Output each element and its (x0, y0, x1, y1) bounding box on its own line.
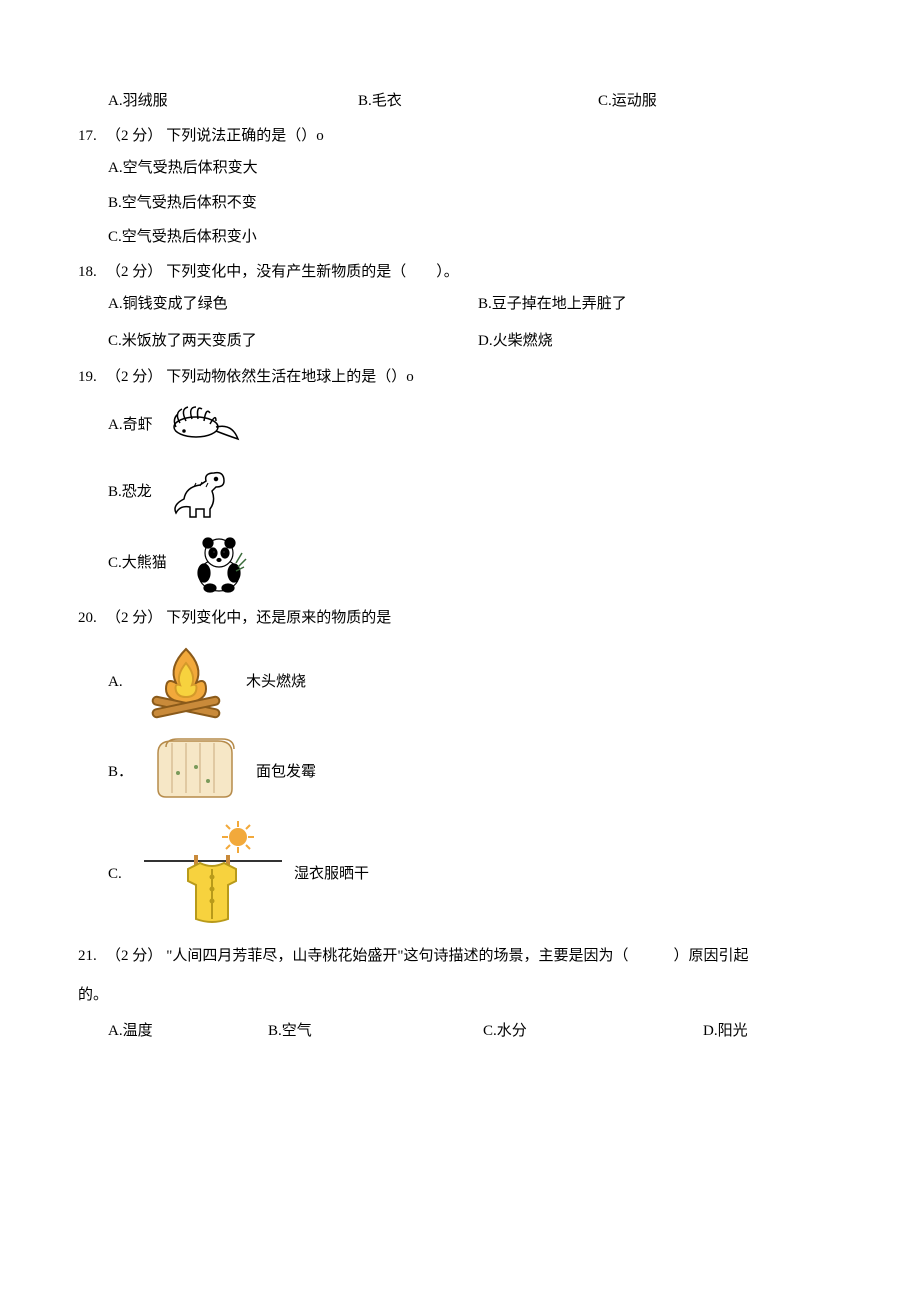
q21-option-a[interactable]: A.温度 (108, 1020, 268, 1043)
q20-option-a-letter: A. (108, 671, 138, 694)
q17-stem: 17. （2 分） 下列说法正确的是（）o (78, 125, 842, 148)
q20-option-a-label: 木头燃烧 (246, 671, 306, 694)
q21-stem: 21. （2 分） "人间四月芳菲尽，山寺桃花始盛开"这句诗描述的场景，主要是因… (78, 945, 842, 968)
dinosaur-icon (166, 461, 240, 525)
q18-number: 18. (78, 261, 106, 284)
q17-text: 下列说法正确的是（）o (166, 125, 324, 148)
q19-option-c[interactable]: C.大熊猫 (78, 533, 842, 595)
q16-options: A.羽绒服 B.毛衣 C.运动服 (78, 90, 842, 113)
q21-points: （2 分） (106, 945, 162, 968)
q20-option-b-letter: B． (108, 761, 138, 784)
q19-option-b[interactable]: B.恐龙 (78, 461, 842, 525)
q16-option-c[interactable]: C.运动服 (598, 90, 657, 113)
q20-option-b[interactable]: B． 面包发霉 (78, 733, 842, 811)
q20-points: （2 分） (106, 607, 162, 630)
q19-stem: 19. （2 分） 下列动物依然生活在地球上的是（）o (78, 366, 842, 389)
q16-option-b[interactable]: B.毛衣 (358, 90, 598, 113)
q21-text-1: "人间四月芳菲尽，山寺桃花始盛开"这句诗描述的场景，主要是因为（ ）原因引起 (166, 945, 748, 968)
q19-option-c-label: C.大熊猫 (108, 552, 186, 575)
q20-option-a[interactable]: A. 木头燃烧 (78, 639, 842, 725)
q21-options: A.温度 B.空气 C.水分 D.阳光 (78, 1020, 842, 1043)
q19-text: 下列动物依然生活在地球上的是（）o (166, 366, 414, 389)
q21-option-b[interactable]: B.空气 (268, 1020, 483, 1043)
q18-option-d[interactable]: D.火柴燃烧 (478, 330, 553, 353)
campfire-icon (138, 639, 234, 725)
q17-number: 17. (78, 125, 106, 148)
q19-number: 19. (78, 366, 106, 389)
q18-option-b[interactable]: B.豆子掉在地上弄脏了 (478, 293, 627, 316)
q17-option-a[interactable]: A.空气受热后体积变大 (78, 157, 842, 180)
q18-text: 下列变化中，没有产生新物质的是（ ）。 (166, 261, 459, 284)
q16-option-a[interactable]: A.羽绒服 (108, 90, 358, 113)
q19-option-b-label: B.恐龙 (108, 481, 166, 504)
q21-option-d[interactable]: D.阳光 (703, 1020, 748, 1043)
q21-option-c[interactable]: C.水分 (483, 1020, 703, 1043)
q20-option-c-letter: C. (108, 863, 138, 886)
q17-option-b[interactable]: B.空气受热后体积不变 (78, 192, 842, 215)
q18-points: （2 分） (106, 261, 162, 284)
anomalocaris-fossil-icon (166, 399, 244, 453)
q20-option-b-label: 面包发霉 (256, 761, 316, 784)
q20-text: 下列变化中，还是原来的物质的是 (166, 607, 391, 630)
q19-option-a[interactable]: A.奇虾 (78, 399, 842, 453)
q18-option-a[interactable]: A.铜钱变成了绿色 (108, 293, 478, 316)
drying-shirt-icon (138, 819, 288, 929)
q20-option-c-label: 湿衣服晒干 (294, 863, 369, 886)
panda-icon (186, 533, 252, 595)
bread-mold-icon (138, 733, 248, 811)
q20-number: 20. (78, 607, 106, 630)
q17-points: （2 分） (106, 125, 162, 148)
q18-option-c[interactable]: C.米饭放了两天变质了 (108, 330, 478, 353)
q20-option-c[interactable]: C. (78, 819, 842, 929)
q18-stem: 18. （2 分） 下列变化中，没有产生新物质的是（ ）。 (78, 261, 842, 284)
q17-option-c[interactable]: C.空气受热后体积变小 (78, 226, 842, 249)
q20-stem: 20. （2 分） 下列变化中，还是原来的物质的是 (78, 607, 842, 630)
q21-number: 21. (78, 945, 106, 968)
q21-text-2: 的。 (78, 984, 842, 1007)
q19-option-a-label: A.奇虾 (108, 414, 166, 437)
q19-points: （2 分） (106, 366, 162, 389)
